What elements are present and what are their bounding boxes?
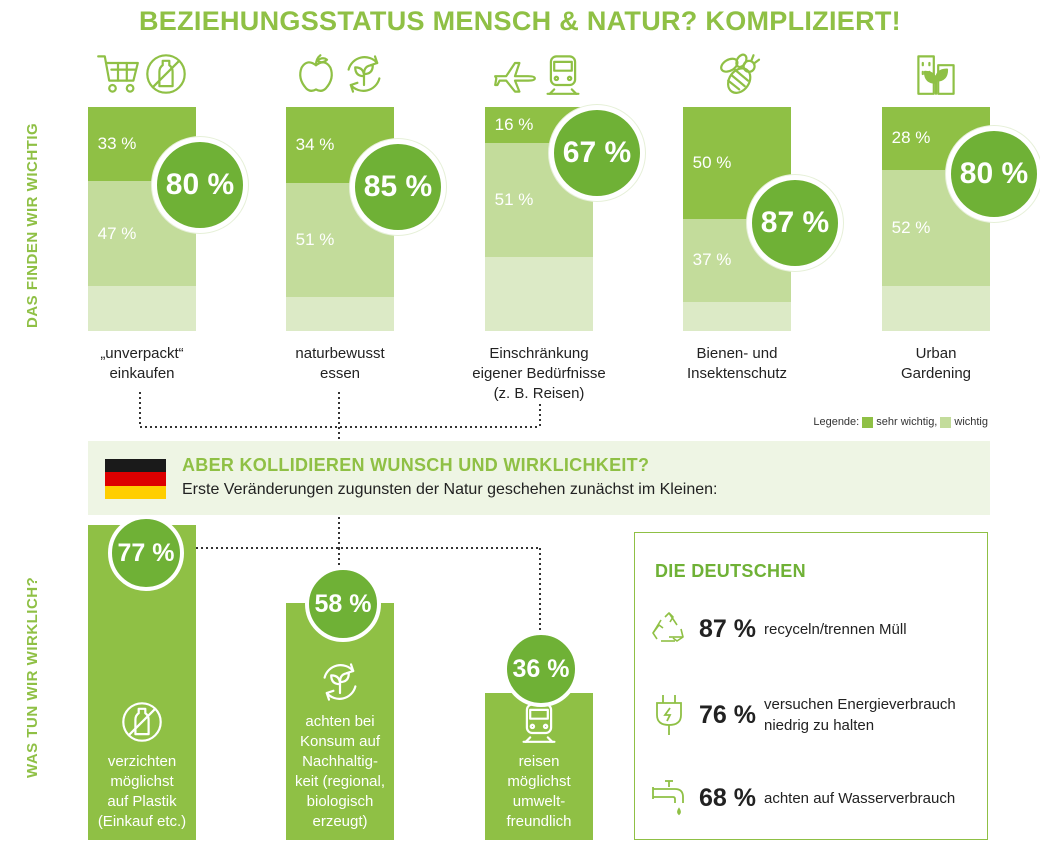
behaviour-label-line: Konsum auf	[299, 732, 381, 750]
bar-remainder-1	[286, 297, 394, 331]
plug-icon	[656, 695, 682, 735]
behaviour-label-line: Nachhaltig-	[302, 752, 378, 770]
behaviour-bar-2: reisen möglichst umwelt-freundlich	[485, 692, 593, 840]
stat-water-line: achten auf Wasserverbrauch	[763, 789, 956, 807]
train-icon	[517, 700, 561, 750]
banner: ABER KOLLIDIEREN WUNSCH UND WIRKLICHKEIT…	[88, 441, 990, 515]
airplane-icon	[493, 52, 537, 96]
stat-water-text: achten auf Wasserverbrauch	[764, 788, 955, 809]
legend-label-important: wichtig	[954, 416, 988, 428]
total-circle-0: 80 %	[152, 136, 248, 233]
bar-very-important-label-4: 28 %	[891, 128, 931, 148]
category-label-line: Insektenschutz	[686, 365, 788, 382]
category-label-line: einkaufen	[109, 365, 175, 382]
behaviour-label-line: möglichst	[110, 772, 174, 790]
behaviour-label-line: freundlich	[506, 812, 572, 830]
behaviour-label-line: achten bei	[305, 712, 375, 730]
banner-heading: ABER KOLLIDIEREN WUNSCH UND WIRKLICHKEIT…	[182, 455, 650, 475]
category-label-0: „unverpackt“ einkaufen	[52, 344, 232, 384]
behaviour-circle-0: 77 %	[108, 515, 184, 591]
behaviour-label-line: reisen	[518, 752, 560, 770]
shopping-cart-icon	[96, 52, 140, 96]
behaviour-label-0: verzichten möglichst auf Plastik (Einkauf e…	[88, 752, 196, 832]
bar-very-important-label-2: 16 %	[494, 114, 534, 134]
bar-very-important-label-0: 33 %	[97, 133, 137, 153]
behaviour-label-line: (Einkauf etc.)	[97, 812, 187, 830]
behaviour-label-line: umwelt-	[512, 792, 566, 810]
behaviour-circle-2: 36 %	[503, 631, 579, 707]
page-title: BEZIEHUNGSSTATUS MENSCH & NATUR? KOMPLIZ…	[139, 6, 901, 36]
behaviour-label-line: möglichst	[507, 772, 571, 790]
banner-subheading: Erste Veränderungen zugunsten der Natur …	[182, 481, 718, 498]
legend-swatch-very-important	[862, 416, 874, 428]
recycle-leaf-icon	[318, 660, 362, 710]
category-label-1: naturbewusst essen	[250, 344, 430, 384]
behaviour-label-1: achten bei Konsum auf Nachhaltig-keit (reg…	[286, 712, 394, 832]
bar-important-label-3: 37 %	[692, 250, 732, 270]
bee-icon	[715, 52, 761, 96]
behaviour-label-line: auf Plastik	[107, 792, 177, 810]
stat-energy-value: 76 %	[699, 700, 756, 729]
category-label-line: essen	[319, 365, 361, 382]
category-label-3: Bienen- und Insektenschutz	[647, 344, 827, 384]
total-circle-4: 80 %	[946, 125, 1040, 222]
category-label-line: Einschränkung	[489, 345, 589, 362]
bar-important-4: 52 %	[882, 169, 990, 287]
city-plant-icon	[914, 52, 958, 96]
total-circle-2: 67 %	[549, 104, 645, 201]
category-label-line: (z. B. Reisen)	[493, 385, 585, 402]
stat-recycling-text: recyceln/trennen Müll	[764, 619, 907, 640]
legend-swatch-important	[940, 416, 952, 428]
bar-very-important-label-3: 50 %	[692, 153, 732, 172]
box-title: DIE DEUTSCHEN	[655, 561, 806, 581]
behaviour-label-line: erzeugt)	[312, 812, 368, 830]
stat-recycling-line: recyceln/trennen Müll	[763, 620, 907, 638]
behaviour-label-line: keit (regional,	[294, 772, 386, 790]
stat-energy-text: versuchen Energieverbrauch niedrig zu ha…	[764, 694, 956, 736]
category-label-2: Einschränkung eigener Bedürfnisse (z. B. R…	[449, 344, 629, 404]
bar-remainder-2	[485, 257, 593, 331]
train-icon	[541, 52, 585, 96]
stat-energy-line-1: versuchen Energieverbrauch	[763, 696, 956, 713]
bar-important-label-1: 51 %	[295, 230, 335, 250]
bar-remainder-0	[88, 286, 196, 331]
legend: Legende: sehr wichtig, wichtig	[813, 416, 988, 428]
stat-energy: 76 % versuchen Energieverbrauch niedrig …	[651, 693, 956, 737]
germany-flag	[105, 459, 166, 499]
stat-water: 68 % achten auf Wasserverbrauch	[651, 777, 955, 819]
category-label-line: naturbewusst	[295, 345, 385, 362]
bar-important-label-4: 52 %	[891, 217, 931, 237]
stat-water-value: 68 %	[699, 783, 756, 812]
recycle-leaf-icon	[342, 52, 386, 96]
bar-remainder-3	[683, 301, 791, 331]
germans-stats-box: DIE DEUTSCHEN 87 % recyceln/trennen Müll	[634, 532, 988, 840]
stat-recycling-value: 87 %	[699, 614, 756, 643]
legend-label-very-important: sehr wichtig,	[876, 416, 938, 428]
category-label-line: „unverpackt“	[100, 345, 184, 362]
stat-recycling: 87 % recyceln/trennen Müll	[651, 611, 907, 647]
bar-very-important-label-1: 34 %	[295, 135, 335, 155]
legend-prefix: Legende:	[813, 416, 860, 428]
faucet-icon	[652, 780, 684, 816]
category-label-line: eigener Bedürfnisse	[472, 365, 606, 382]
category-label-line: Bienen- und	[696, 345, 778, 362]
bar-remainder-4	[882, 286, 990, 331]
category-label-line: Gardening	[900, 365, 972, 382]
category-label-line: Urban	[915, 345, 957, 362]
recycle-icon	[652, 612, 684, 642]
behaviour-label-line: biologisch	[306, 792, 374, 810]
bar-important-label-2: 51 %	[494, 189, 534, 209]
total-circle-3: 87 %	[747, 175, 843, 271]
behaviour-label-2: reisen möglichst umwelt-freundlich	[485, 752, 593, 832]
no-plastic-bottle-icon	[120, 700, 164, 750]
no-plastic-bottle-icon	[144, 52, 188, 96]
bar-important-label-0: 47 %	[97, 223, 137, 243]
behaviour-circle-1: 58 %	[305, 566, 381, 642]
apple-icon	[294, 52, 338, 96]
stat-energy-line-2: niedrig zu halten	[763, 717, 875, 734]
behaviour-bar-1: achten bei Konsum auf Nachhaltig-keit (reg…	[286, 602, 394, 840]
category-label-4: Urban Gardening	[846, 344, 1026, 384]
behaviour-label-line: verzichten	[107, 752, 177, 770]
total-circle-1: 85 %	[350, 139, 446, 236]
